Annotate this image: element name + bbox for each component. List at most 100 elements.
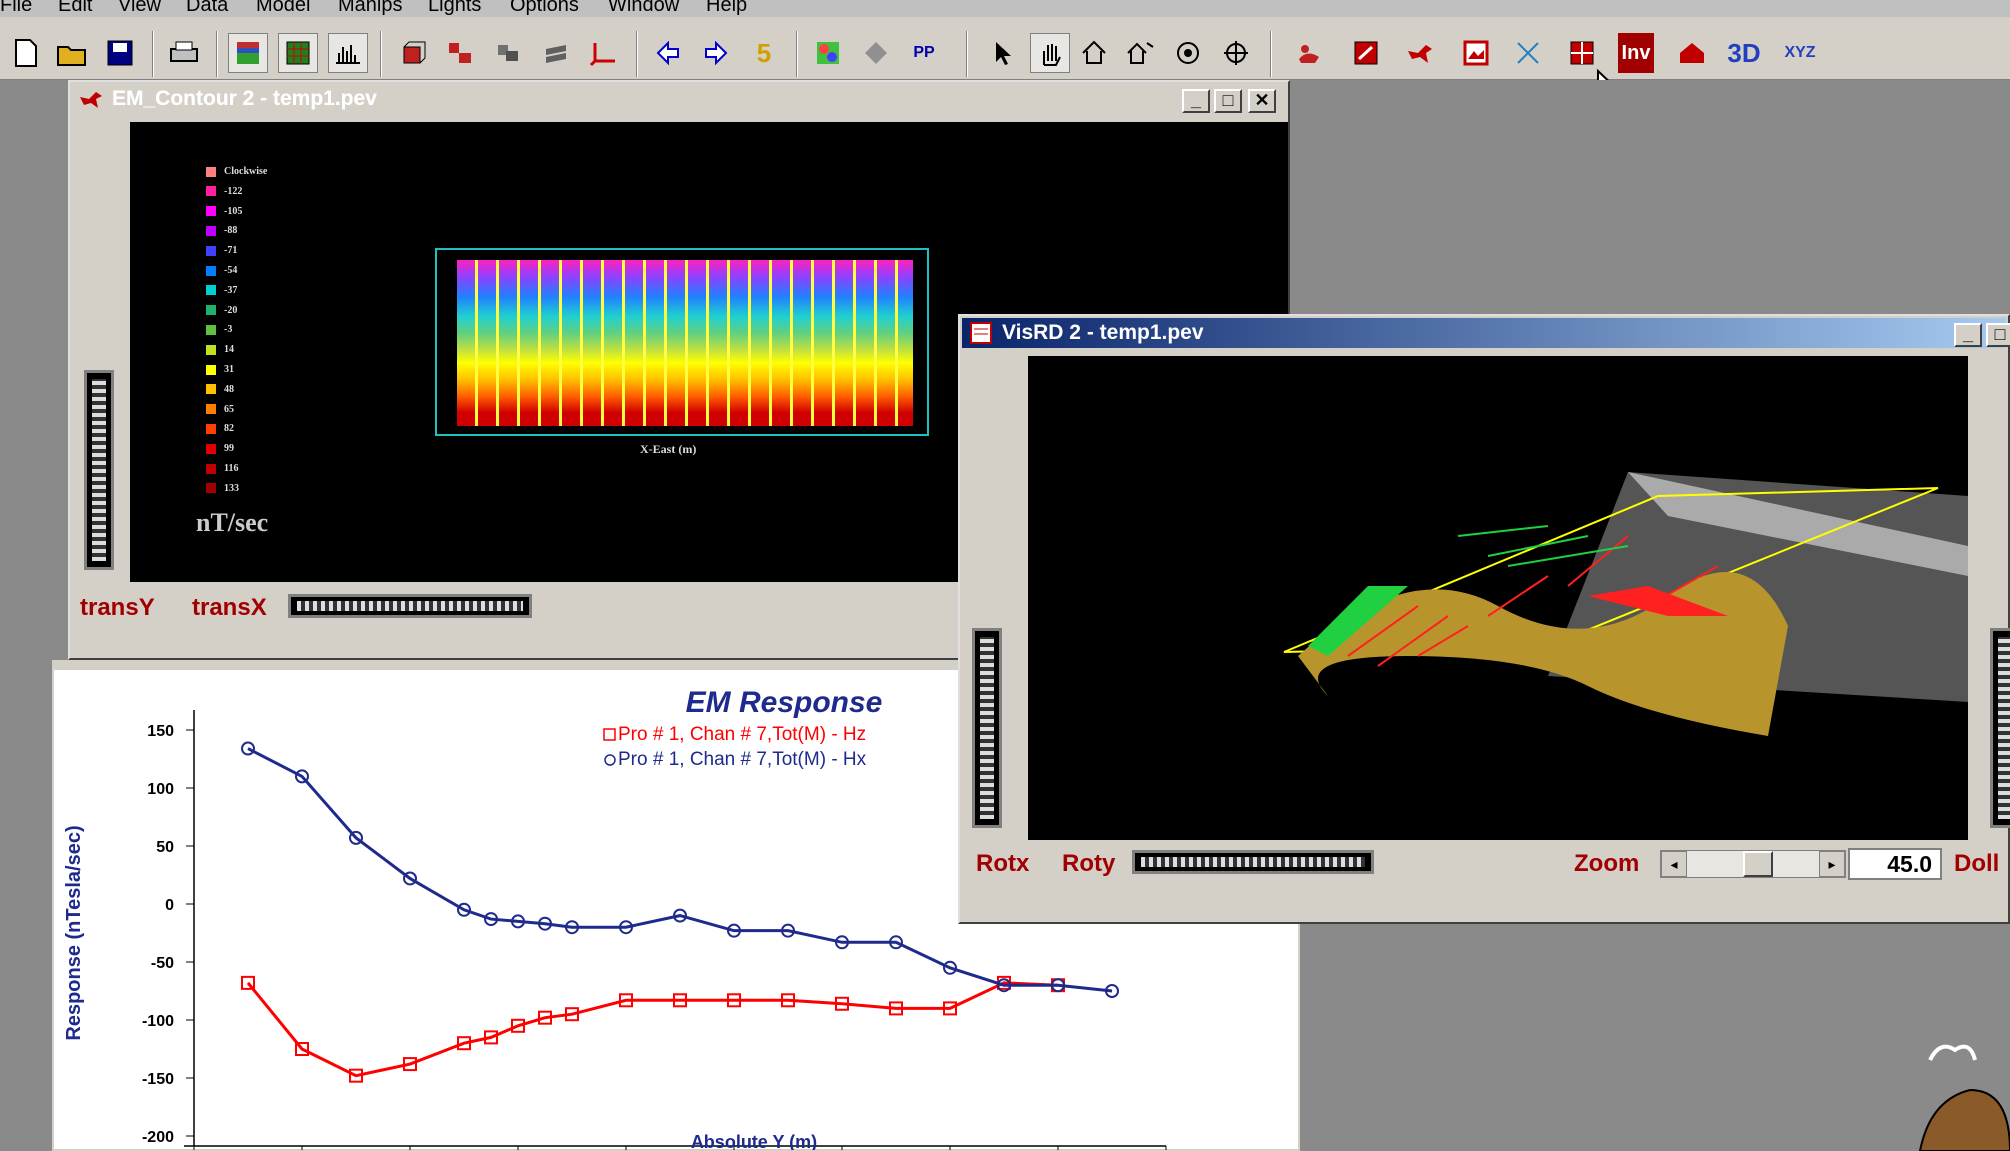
data-point	[349, 1068, 363, 1083]
zoom-value-input[interactable]: 45.0	[1848, 848, 1942, 880]
legend-swatch	[206, 384, 216, 395]
radial-icon[interactable]	[1168, 33, 1208, 73]
moose-logo-icon	[1918, 1044, 2010, 1151]
data-point	[1105, 984, 1119, 998]
legend-swatch	[206, 483, 216, 494]
data-point	[781, 923, 795, 938]
data-point	[403, 871, 417, 886]
data-point	[484, 1030, 498, 1045]
pp-button[interactable]: PP	[913, 44, 935, 61]
cube-icon[interactable]	[392, 33, 432, 73]
duck-icon[interactable]	[1290, 33, 1330, 73]
legend-entry: 65	[206, 404, 234, 415]
data-point	[1051, 978, 1065, 993]
trans-y-slider[interactable]	[84, 370, 114, 570]
open-folder-icon[interactable]	[52, 33, 92, 73]
color-map-icon[interactable]	[808, 33, 848, 73]
bird-icon[interactable]	[1400, 33, 1440, 73]
minimize-button[interactable]: _	[1182, 89, 1210, 113]
y-tick-label: 50	[156, 839, 174, 856]
layers-icon[interactable]	[536, 33, 576, 73]
picture-frame-icon[interactable]	[1456, 33, 1496, 73]
axes-icon[interactable]	[584, 33, 624, 73]
data-point	[484, 912, 498, 927]
legend-marker	[603, 728, 616, 741]
rot-x-label: Rotx	[976, 850, 1030, 877]
visrd-titlebar[interactable]: VisRD 2 - temp1.pev _ □	[962, 318, 2010, 348]
new-file-icon[interactable]	[6, 33, 46, 73]
legend-swatch	[206, 166, 216, 177]
home-icon[interactable]	[1074, 33, 1114, 73]
model-blocks-icon[interactable]	[440, 33, 480, 73]
menu-options[interactable]: Options	[510, 0, 579, 16]
data-point	[673, 908, 687, 923]
close-button[interactable]: ✕	[1248, 89, 1276, 113]
trans-x-slider[interactable]	[288, 594, 532, 618]
minimize-button[interactable]: _	[1954, 323, 1982, 347]
three-d-button[interactable]: 3D	[1727, 37, 1761, 68]
five-button[interactable]: 5	[756, 37, 772, 68]
arrow-right-icon[interactable]	[696, 33, 736, 73]
zoom-scrollbar[interactable]: ◂ ▸	[1660, 850, 1846, 878]
diamond-icon[interactable]	[856, 33, 896, 73]
rot-y-slider[interactable]	[1132, 850, 1374, 874]
data-point	[241, 741, 255, 756]
crosshair-icon[interactable]	[1216, 33, 1256, 73]
check-box-icon[interactable]	[1346, 33, 1386, 73]
menu-file[interactable]: File	[0, 0, 33, 16]
color-grid-icon[interactable]	[228, 33, 268, 73]
units-label: nT/sec	[196, 508, 269, 537]
house-model-icon[interactable]	[1672, 33, 1712, 73]
data-point	[727, 993, 741, 1008]
legend-label: 99	[224, 443, 234, 455]
dolly-slider[interactable]	[1990, 628, 2010, 828]
zoom-left-arrow-icon[interactable]: ◂	[1661, 851, 1687, 877]
menu-edit[interactable]: Edit	[58, 0, 93, 16]
menu-manips[interactable]: Manips	[338, 0, 403, 16]
save-icon[interactable]	[100, 33, 140, 73]
data-point	[538, 916, 552, 931]
y-tick-label: -50	[151, 955, 174, 972]
doc-app-icon	[970, 322, 992, 344]
histogram-icon[interactable]	[328, 33, 368, 73]
print-icon[interactable]	[164, 33, 204, 73]
hand-pan-icon[interactable]	[1030, 33, 1070, 73]
survey-lines-icon[interactable]	[1508, 33, 1548, 73]
legend-label: 14	[224, 344, 234, 356]
em-response-chart[interactable]: 150100500-50-100-150-2003.6e+0043.6e+004…	[54, 670, 1298, 1150]
zoom-label: Zoom	[1574, 850, 1640, 877]
data-point	[835, 935, 849, 950]
menu-data[interactable]: Data	[186, 0, 229, 16]
pointer-icon[interactable]	[982, 33, 1022, 73]
em-contour-titlebar[interactable]: EM_Contour 2 - temp1.pev _ □ ✕	[72, 84, 1286, 114]
zoom-thumb[interactable]	[1743, 851, 1773, 877]
arrow-left-icon[interactable]	[648, 33, 688, 73]
em-contour-title: EM_Contour 2 - temp1.pev	[112, 87, 377, 110]
data-point	[619, 920, 633, 935]
zoom-right-arrow-icon[interactable]: ▸	[1819, 851, 1845, 877]
menu-model[interactable]: Model	[256, 0, 311, 16]
maximize-button[interactable]: □	[1214, 89, 1242, 113]
maximize-button[interactable]: □	[1986, 323, 2010, 347]
legend-entry: 14	[206, 344, 234, 355]
menu-window[interactable]: Window	[608, 0, 680, 16]
grid-map-icon[interactable]	[278, 33, 318, 73]
data-point	[349, 830, 363, 845]
home-rotate-icon[interactable]	[1120, 33, 1160, 73]
data-point	[943, 960, 957, 975]
visrd-3d-canvas[interactable]	[1028, 356, 1968, 840]
inv-button[interactable]: Inv	[1618, 33, 1654, 73]
xyz-button[interactable]: XYZ	[1784, 44, 1816, 61]
legend-swatch	[206, 423, 216, 434]
inversion-grid-icon[interactable]	[1562, 33, 1602, 73]
menu-lights[interactable]: Lights	[428, 0, 482, 16]
legend-entry: 48	[206, 384, 234, 395]
rot-x-slider[interactable]	[972, 628, 1002, 828]
y-axis-title: Response (nTesla/sec)	[63, 825, 85, 1040]
grey-blocks-icon[interactable]	[488, 33, 528, 73]
y-tick-label: 0	[165, 897, 174, 914]
menu-view[interactable]: View	[118, 0, 161, 16]
data-point	[565, 920, 579, 935]
contour-map[interactable]	[457, 260, 913, 426]
menu-help[interactable]: Help	[706, 0, 748, 16]
